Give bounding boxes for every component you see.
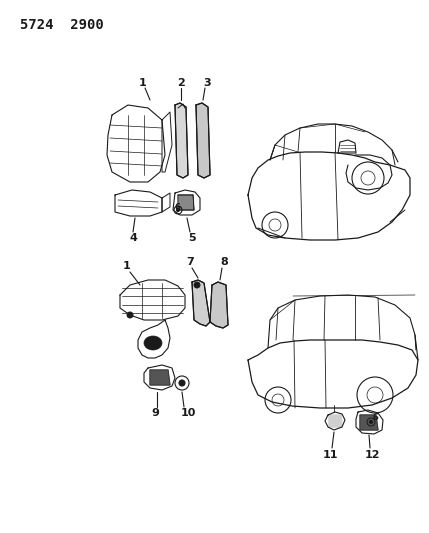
Text: 11: 11 (322, 450, 338, 460)
Polygon shape (360, 415, 378, 430)
Text: 2: 2 (177, 78, 185, 88)
Text: 7: 7 (186, 257, 194, 267)
Text: 12: 12 (364, 450, 380, 460)
Circle shape (179, 380, 185, 386)
Text: 5724  2900: 5724 2900 (20, 18, 104, 32)
Text: 8: 8 (220, 257, 228, 267)
Polygon shape (210, 282, 228, 328)
Polygon shape (175, 103, 188, 178)
Circle shape (175, 376, 189, 390)
Text: 4: 4 (129, 233, 137, 243)
Circle shape (127, 312, 133, 318)
Text: 3: 3 (203, 78, 211, 88)
Circle shape (194, 282, 200, 288)
Text: 6: 6 (372, 414, 378, 423)
Text: 1: 1 (123, 261, 131, 271)
Polygon shape (178, 195, 194, 210)
Text: 1: 1 (139, 78, 147, 88)
Polygon shape (329, 415, 342, 427)
Circle shape (369, 421, 372, 424)
Text: 6: 6 (174, 203, 180, 212)
Circle shape (176, 208, 179, 212)
Text: 5: 5 (188, 233, 196, 243)
Text: 10: 10 (180, 408, 196, 418)
Polygon shape (150, 370, 170, 385)
Polygon shape (196, 103, 210, 178)
Ellipse shape (144, 336, 162, 350)
Polygon shape (192, 280, 210, 326)
Text: 9: 9 (151, 408, 159, 418)
